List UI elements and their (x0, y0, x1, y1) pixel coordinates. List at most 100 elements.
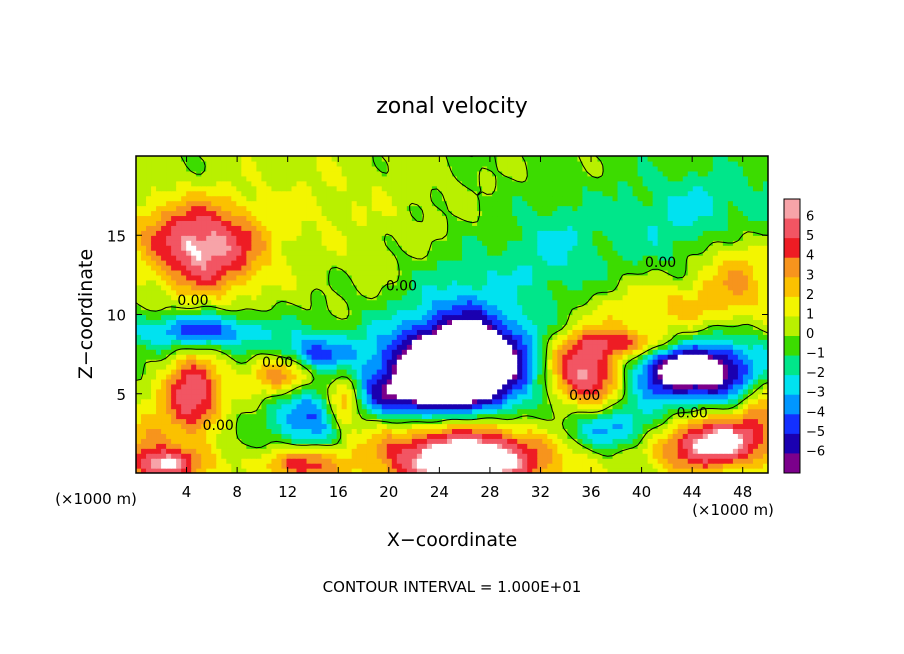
heatmap-cell (722, 388, 729, 395)
heatmap-cell (216, 289, 222, 296)
heatmap-cell (281, 354, 288, 360)
heatmap-cell (602, 468, 609, 473)
heatmap-cell (562, 334, 568, 340)
heatmap-cell (732, 344, 739, 350)
heatmap-cell (697, 413, 704, 420)
heatmap-cell (472, 463, 478, 469)
heatmap-cell (667, 448, 674, 454)
heatmap-cell (391, 274, 398, 281)
heatmap-cell (196, 329, 202, 335)
heatmap-cell (462, 279, 468, 286)
heatmap-cell (361, 324, 368, 330)
heatmap-cell (652, 284, 659, 291)
heatmap-cell (652, 438, 659, 444)
heatmap-cell (702, 438, 709, 444)
heatmap-cell (261, 329, 268, 335)
heatmap-cell (637, 354, 644, 360)
heatmap-cell (141, 339, 147, 345)
heatmap-cell (351, 344, 358, 350)
heatmap-cell (341, 388, 348, 395)
heatmap-cell (181, 319, 187, 325)
heatmap-cell (446, 383, 453, 390)
heatmap-cell (246, 324, 252, 330)
heatmap-cell (487, 309, 493, 316)
heatmap-cell (286, 349, 293, 355)
heatmap-cell (436, 289, 443, 296)
heatmap-cell (326, 284, 333, 291)
heatmap-cell (141, 413, 147, 420)
heatmap-cell (587, 373, 594, 380)
heatmap-cell (547, 433, 553, 439)
heatmap-cell (321, 279, 328, 286)
heatmap-cell (762, 294, 768, 301)
heatmap-cell (467, 279, 473, 286)
heatmap-cell (712, 334, 719, 340)
heatmap-cell (361, 359, 368, 365)
heatmap-cell (657, 289, 664, 296)
heatmap-cell (682, 294, 689, 301)
heatmap-cell (677, 354, 684, 360)
heatmap-cell (426, 344, 433, 350)
heatmap-cell (356, 304, 363, 311)
heatmap-cell (201, 373, 207, 380)
heatmap-cell (607, 299, 614, 306)
heatmap-cell (161, 339, 167, 345)
heatmap-cell (712, 418, 719, 425)
heatmap-cell (176, 448, 182, 454)
heatmap-cell (502, 339, 508, 345)
heatmap-cell (597, 403, 604, 410)
heatmap-cell (416, 339, 423, 345)
heatmap-cell (441, 319, 448, 325)
heatmap-cell (592, 314, 599, 321)
heatmap-cell (552, 423, 558, 430)
heatmap-cell (386, 339, 393, 345)
heatmap-cell (221, 329, 227, 335)
heatmap-cell (321, 349, 328, 355)
heatmap-cell (692, 334, 699, 340)
heatmap-cell (707, 299, 714, 306)
heatmap-cell (502, 279, 508, 286)
heatmap-cell (762, 388, 768, 395)
heatmap-cell (311, 329, 318, 335)
heatmap-cell (381, 329, 388, 335)
heatmap-cell (682, 359, 689, 365)
heatmap-cell (742, 383, 749, 390)
heatmap-cell (276, 408, 283, 415)
heatmap-cell (446, 354, 453, 360)
heatmap-cell (146, 364, 152, 370)
heatmap-cell (401, 304, 408, 311)
heatmap-cell (542, 284, 548, 291)
heatmap-cell (401, 468, 408, 473)
heatmap-cell (472, 428, 478, 434)
heatmap-cell (396, 299, 403, 306)
heatmap-cell (517, 438, 523, 444)
heatmap-cell (542, 299, 548, 306)
heatmap-cell (602, 438, 609, 444)
heatmap-cell (281, 373, 288, 380)
heatmap-cell (276, 359, 283, 365)
heatmap-cell (752, 304, 759, 311)
heatmap-cell (146, 418, 152, 425)
heatmap-cell (502, 274, 508, 281)
heatmap-cell (331, 428, 338, 434)
heatmap-cell (356, 383, 363, 390)
heatmap-cell (622, 279, 629, 286)
heatmap-cell (592, 388, 599, 395)
heatmap-cell (411, 329, 418, 335)
heatmap-cell (261, 299, 268, 306)
heatmap-cell (552, 314, 558, 321)
heatmap-cell (141, 354, 147, 360)
heatmap-cell (647, 339, 654, 345)
heatmap-cell (316, 393, 323, 400)
heatmap-cell (291, 354, 298, 360)
heatmap-cell (276, 388, 283, 395)
heatmap-cell (642, 458, 649, 464)
heatmap-cell (602, 339, 609, 345)
heatmap-cell (341, 418, 348, 425)
heatmap-cell (472, 324, 478, 330)
heatmap-cell (462, 383, 468, 390)
heatmap-cell (702, 458, 709, 464)
heatmap-cell (206, 468, 212, 473)
heatmap-cell (206, 463, 212, 469)
heatmap-cell (331, 284, 338, 291)
